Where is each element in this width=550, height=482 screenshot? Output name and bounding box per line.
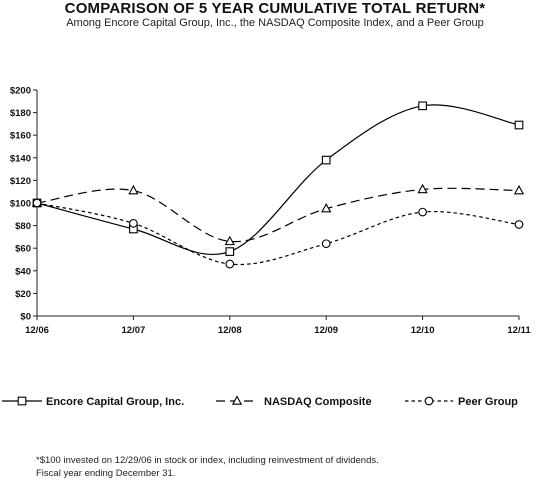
x-tick-label: 12/10 [411,325,435,336]
line-chart: $0 $20 $40 $60 $80 $100 $120 $140 $160 $180 $200 12… [2,86,531,408]
series-line [36,104,520,256]
data-point [514,120,524,130]
series-circle [32,198,524,269]
legend-marker [424,396,434,406]
axes: $0 $20 $40 $60 $80 $100 $120 $140 $160 $180 $200 12… [10,86,531,337]
data-point [514,220,524,229]
legend-label: Peer Group [458,396,518,408]
chart-title: COMPARISON OF 5 YEAR CUMULATIVE TOTAL RE… [64,0,486,17]
series-square [32,101,524,256]
legend-marker [17,396,27,406]
y-tick-label: $0 [20,312,31,323]
y-tick-label: $180 [10,108,31,119]
y-tick-label: $20 [15,289,31,300]
data-point [417,183,428,194]
data-point [418,207,427,217]
series-line [36,187,520,243]
series-triangle [31,183,525,246]
y-tick-label: $100 [10,199,31,210]
data-point [418,101,427,111]
legend-entry-circle: Peer Group [405,396,518,408]
y-tick-label: $140 [10,153,31,164]
data-point [129,218,138,228]
x-tick-label: 12/11 [507,325,531,336]
y-tick-label: $200 [10,86,31,97]
data-point [32,198,42,208]
y-tick-label: $160 [10,131,31,142]
y-tick-label: $40 [15,266,31,277]
footnote-line-2: Fiscal year ending December 31. [36,467,176,479]
legend: Encore Capital Group, Inc. NASDAQ Composi… [2,395,518,408]
x-tick-label: 12/08 [218,325,242,336]
legend-entry-triangle: NASDAQ Composite [216,395,372,408]
data-point [321,203,332,213]
footnote: *$100 invested on 12/29/06 in stock or i… [36,455,379,480]
data-point [321,155,331,165]
chart-subtitle: Among Encore Capital Group, Inc., the NA… [66,17,484,29]
legend-marker [231,395,243,405]
series-layer [31,101,525,269]
data-point [513,184,525,195]
y-tick-label: $60 [15,244,31,255]
data-point [225,247,235,256]
legend-entry-square: Encore Capital Group, Inc. [2,396,184,408]
data-point [128,184,139,195]
legend-label: Encore Capital Group, Inc. [46,396,184,408]
data-point [224,235,235,246]
x-tick-label: 12/06 [25,325,49,336]
data-point [225,259,235,269]
x-tick-label: 12/09 [314,325,338,336]
data-point [321,239,331,249]
legend-label: NASDAQ Composite [264,396,372,408]
x-tick-label: 12/07 [122,325,146,336]
y-tick-label: $80 [15,221,31,232]
y-tick-label: $120 [10,176,31,187]
footnote-line-1: *$100 invested on 12/29/06 in stock or i… [36,455,379,466]
series-line [36,202,520,266]
